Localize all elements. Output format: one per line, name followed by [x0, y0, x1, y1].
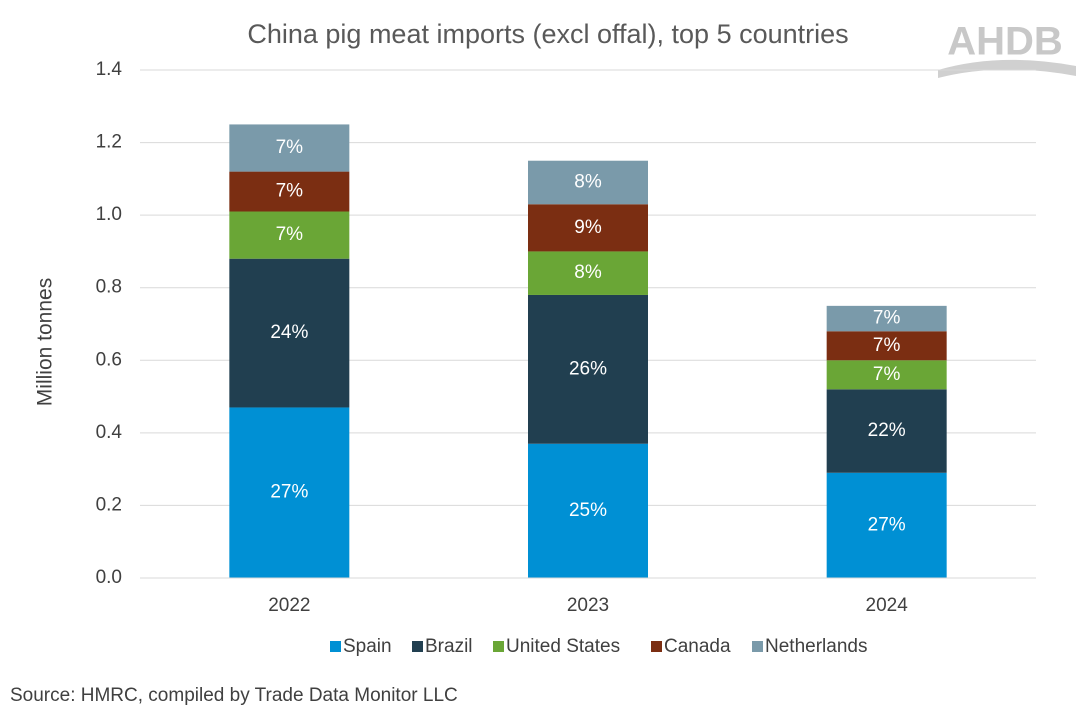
bar-segment	[528, 294, 648, 444]
y-tick-label: 0.4	[96, 422, 123, 443]
source: Source: HMRC, compiled by Trade Data Mon…	[10, 685, 458, 706]
share-label: 7%	[276, 224, 304, 245]
bar-segment	[528, 443, 648, 578]
x-tick-label: 2022	[268, 595, 310, 616]
logo: AHDB	[947, 20, 1063, 64]
y-tick-label: 1.0	[96, 204, 122, 225]
share-label: 7%	[276, 181, 304, 202]
share-label: 7%	[873, 335, 901, 356]
legend-label: United States	[506, 636, 620, 657]
bar-segment	[229, 407, 350, 578]
share-label: 24%	[270, 322, 308, 343]
share-label: 7%	[873, 364, 901, 385]
logo-swoosh	[938, 59, 1076, 78]
legend-swatch	[493, 641, 504, 652]
bar-segment	[528, 251, 648, 295]
bar-segment	[229, 124, 350, 172]
legend-swatch	[330, 641, 341, 652]
y-tick-label: 0.0	[96, 567, 122, 588]
share-label: 8%	[574, 262, 602, 283]
legend-swatch	[651, 641, 662, 652]
x-tick-label: 2023	[567, 595, 609, 616]
bar-segment	[229, 211, 350, 259]
bar-segment	[826, 331, 947, 361]
legend-label: Brazil	[425, 636, 473, 657]
y-tick-label: 0.8	[96, 277, 122, 298]
chart-title: China pig meat imports (excl offal), top…	[247, 19, 848, 49]
y-tick-label: 1.4	[96, 59, 123, 80]
legend-label: Canada	[664, 636, 731, 657]
legend-label: Spain	[343, 636, 392, 657]
share-label: 7%	[276, 137, 304, 158]
share-label: 9%	[574, 217, 602, 238]
bar-segment	[826, 389, 947, 473]
share-label: 8%	[574, 172, 602, 193]
bar-segment	[528, 160, 648, 205]
y-axis-label: Million tonnes	[34, 278, 57, 406]
legend-swatch	[752, 641, 763, 652]
bar-segment	[826, 305, 947, 332]
y-tick-label: 0.6	[96, 349, 122, 370]
bar-segment	[826, 472, 947, 578]
legend-label: Netherlands	[765, 636, 867, 657]
bar-segment	[229, 258, 350, 408]
share-label: 27%	[270, 482, 308, 503]
share-label: 22%	[868, 420, 906, 441]
y-tick-label: 1.2	[96, 132, 122, 153]
share-label: 7%	[873, 308, 901, 329]
bar-segment	[528, 204, 648, 252]
share-label: 26%	[569, 358, 607, 379]
share-label: 25%	[569, 500, 607, 521]
bar-segment	[229, 171, 350, 212]
x-tick-label: 2024	[866, 595, 909, 616]
y-tick-label: 0.2	[96, 494, 122, 515]
legend-swatch	[412, 641, 423, 652]
bar-segment	[826, 360, 947, 390]
share-label: 27%	[868, 514, 906, 535]
